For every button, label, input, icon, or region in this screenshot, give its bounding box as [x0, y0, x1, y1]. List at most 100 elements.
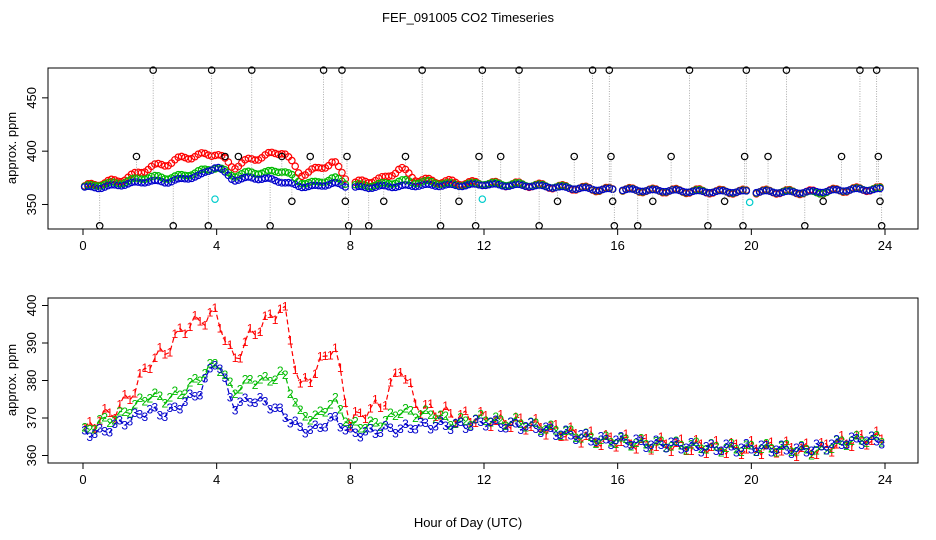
top-extreme-point — [319, 66, 328, 74]
bottom-series-3-marker: 3 — [618, 430, 625, 444]
bottom-series-3-marker: 3 — [598, 429, 605, 443]
bottom-series-2-marker: 2 — [157, 389, 164, 403]
bottom-series-1-marker: 1 — [608, 430, 615, 444]
bottom-series-2-marker: 2 — [362, 421, 369, 435]
bottom-series-3-marker: 3 — [833, 433, 840, 447]
top-series-3-point — [705, 189, 714, 197]
bottom-series-1-marker: 1 — [292, 363, 299, 377]
top-series-3-point — [652, 186, 660, 194]
bottom-x-tick-label: 24 — [878, 472, 892, 487]
bottom-series-1-marker: 1 — [658, 430, 665, 444]
bottom-series-2-marker: 2 — [342, 415, 349, 429]
bottom-series-3-marker: 3 — [537, 426, 544, 440]
bottom-series-3-marker: 3 — [222, 371, 229, 385]
bottom-series-2-marker: 2 — [177, 388, 184, 402]
top-x-tick-label: 16 — [610, 238, 624, 253]
top-series-1-point — [177, 152, 186, 161]
bottom-series-1-marker: 1 — [141, 361, 148, 375]
bottom-series-2-marker: 2 — [167, 391, 174, 405]
bottom-series-2-marker: 2 — [763, 437, 770, 451]
bottom-series-3-marker: 3 — [81, 424, 88, 438]
bottom-series-2-marker: 2 — [111, 413, 118, 427]
bottom-series-3-marker: 3 — [472, 412, 479, 426]
bottom-series-3-marker: 3 — [412, 423, 419, 437]
bottom-series-2-marker: 2 — [708, 436, 715, 450]
bottom-series-1-marker: 1 — [462, 404, 469, 418]
top-series-1-point — [197, 149, 206, 157]
top-series-3-point — [204, 167, 213, 176]
bottom-y-tick-label: 400 — [24, 295, 39, 317]
bottom-series-2-marker: 2 — [613, 437, 620, 451]
bottom-series-2-marker: 2 — [748, 438, 755, 452]
bottom-series-1-marker: 1 — [703, 447, 710, 461]
bottom-series-2-marker: 2 — [623, 432, 630, 446]
bottom-series-3-marker: 3 — [91, 427, 98, 441]
bottom-series-1-marker: 1 — [708, 440, 715, 454]
bottom-series-1-marker: 1 — [457, 408, 464, 422]
bottom-series-1-marker: 1 — [753, 442, 760, 456]
top-plot-frame — [47, 67, 919, 230]
bottom-series-3-marker: 3 — [106, 426, 113, 440]
top-series-3-point — [582, 183, 590, 192]
bottom-series-3-marker: 3 — [217, 362, 224, 376]
bottom-series-2-marker: 2 — [878, 435, 885, 449]
bottom-series-3-marker: 3 — [242, 391, 249, 405]
bottom-series-3-marker: 3 — [282, 411, 289, 425]
top-extreme-point — [610, 222, 619, 230]
top-series-3-point — [264, 174, 273, 182]
bottom-series-1-marker: 1 — [578, 436, 585, 450]
bottom-series-3-marker: 3 — [648, 438, 655, 452]
bottom-series-3-marker: 3 — [227, 390, 234, 404]
bottom-series-3-marker: 3 — [262, 395, 269, 409]
top-extreme-point — [740, 152, 749, 161]
bottom-series-3-marker: 3 — [402, 417, 409, 431]
bottom-series-2-marker: 2 — [517, 417, 524, 431]
top-series-3-point — [605, 184, 614, 193]
bottom-series-2-marker: 2 — [728, 437, 735, 451]
bottom-series-3-marker: 3 — [342, 423, 349, 437]
bottom-series-2-marker: 2 — [733, 443, 740, 457]
bottom-series-2-marker: 2 — [297, 403, 304, 417]
top-extreme-point — [570, 152, 579, 161]
bottom-series-1-marker: 1 — [452, 416, 459, 430]
bottom-series-2-marker: 2 — [462, 414, 469, 428]
bottom-y-tick-label: 380 — [24, 370, 39, 392]
top-series-1-point — [244, 154, 253, 163]
bottom-series-1-marker: 1 — [212, 301, 219, 315]
bottom-series-3-marker: 3 — [162, 410, 169, 424]
bottom-series-3-marker: 3 — [232, 403, 239, 417]
top-extreme-point — [266, 222, 274, 230]
bottom-series-1-marker: 1 — [868, 434, 875, 448]
bottom-series-1-marker: 1 — [111, 412, 118, 426]
bottom-series-3-marker: 3 — [126, 415, 133, 429]
bottom-series-2-marker: 2 — [522, 421, 529, 435]
bottom-series-3-marker: 3 — [447, 423, 454, 437]
bottom-series-2-marker: 2 — [262, 369, 269, 383]
bottom-series-2-marker: 2 — [242, 373, 249, 387]
bottom-series-2-marker: 2 — [217, 365, 224, 379]
bottom-series-3-marker: 3 — [512, 417, 519, 431]
bottom-series-2-marker: 2 — [377, 420, 384, 434]
top-extreme-point — [496, 152, 505, 161]
bottom-series-2-marker: 2 — [703, 443, 710, 457]
bottom-series-2-marker: 2 — [397, 407, 404, 421]
bottom-series-2-marker: 2 — [402, 401, 409, 415]
top-y-tick-label: 400 — [24, 140, 39, 162]
top-series-1-point — [291, 162, 299, 170]
bottom-series-3-marker: 3 — [643, 441, 650, 455]
bottom-series-1-marker: 1 — [232, 351, 239, 365]
bottom-series-3-marker: 3 — [101, 425, 108, 439]
bottom-series-3-marker: 3 — [277, 401, 284, 415]
bottom-series-2-marker: 2 — [753, 445, 760, 459]
bottom-series-2-marker: 2 — [427, 408, 434, 422]
bottom-series-1-marker: 1 — [272, 313, 279, 327]
bottom-series-3-marker: 3 — [838, 438, 845, 452]
bottom-series-1-marker: 1 — [588, 424, 595, 438]
bottom-series-1-marker: 1 — [417, 408, 424, 422]
bottom-series-2-marker: 2 — [693, 435, 700, 449]
bottom-series-1-marker: 1 — [758, 448, 765, 462]
bottom-series-1-marker: 1 — [497, 407, 504, 421]
bottom-series-3-marker: 3 — [172, 400, 179, 414]
top-series-3-point — [762, 186, 771, 195]
